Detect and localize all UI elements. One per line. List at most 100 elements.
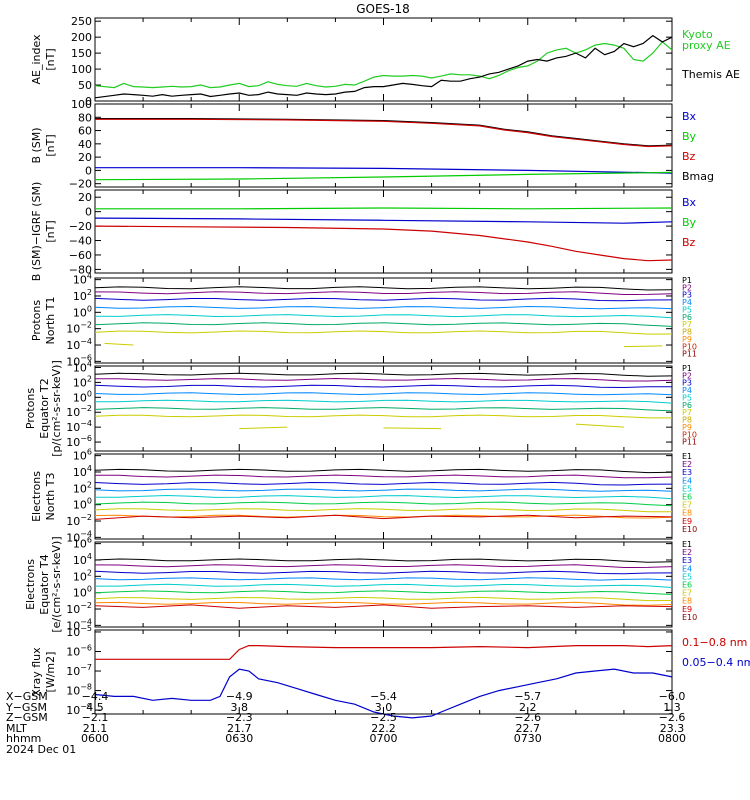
y-tick-label: 10−7 xyxy=(66,663,92,678)
y-axis-label-line: [p/(cm²-s-sr-keV)] xyxy=(50,360,63,457)
x-axis-value-ygsm: 3.0 xyxy=(375,701,393,714)
panel-frame xyxy=(94,277,673,364)
legend-entry: Bz xyxy=(682,236,696,249)
flux-channel-red xyxy=(94,604,673,609)
y-tick-label: 104 xyxy=(73,359,92,374)
series-0-05-0-4-nm xyxy=(94,668,673,719)
y-tick-exponent: 6 xyxy=(87,536,92,545)
legend-entry: E7 xyxy=(682,589,692,598)
legend-entry: Bx xyxy=(682,196,697,209)
legend-entry: proxy AE xyxy=(682,39,731,52)
legend-entry: Bmag xyxy=(682,170,714,183)
y-axis-label-line: Protons xyxy=(30,300,43,341)
flux-channel-5 xyxy=(94,399,673,404)
flux-channel-red xyxy=(94,514,673,520)
legend-entry: 0.1−0.8 nm xyxy=(682,636,747,649)
flux-channel-1 xyxy=(94,558,673,563)
y-tick-label: −80 xyxy=(69,263,92,276)
legend-entry: By xyxy=(682,130,697,143)
y-tick-label: 10−5 xyxy=(66,624,92,639)
legend-entry: E2 xyxy=(682,548,692,557)
y-tick-label: 104 xyxy=(73,272,92,287)
x-axis-value-zgsm: −2.6 xyxy=(514,711,541,724)
y-tick-label: 106 xyxy=(73,448,92,463)
flux-channel-1 xyxy=(94,286,673,291)
legend-entry: P6 xyxy=(682,401,692,410)
flux-channel-4 xyxy=(94,488,673,492)
x-axis-value-mlt: 22.2 xyxy=(371,722,396,735)
flux-channel-3 xyxy=(94,384,673,389)
y-axis-label-line: Protons xyxy=(24,388,37,429)
legend-entry: E8 xyxy=(682,597,692,606)
y-tick-label: −60 xyxy=(69,249,92,262)
x-axis-value-xgsm: −4.9 xyxy=(226,690,253,703)
sparse-segment xyxy=(239,426,288,430)
y-tick-exponent: 2 xyxy=(87,568,92,577)
y-axis-label-line: [W/m2] xyxy=(44,652,57,693)
flux-channel-5 xyxy=(94,314,673,319)
legend-entry: E1 xyxy=(682,540,692,549)
x-axis-value-xgsm: −5.7 xyxy=(514,690,541,703)
legend-entry: P3 xyxy=(682,379,692,388)
x-axis-value-xgsm: −4.4 xyxy=(82,690,109,703)
legend-entry: E5 xyxy=(682,572,692,581)
y-tick-label: 104 xyxy=(73,552,92,567)
y-axis-label: ElectronsNorth T3 xyxy=(30,471,57,522)
x-axis-row-label: hhmm xyxy=(6,732,41,745)
legend-entry: P7 xyxy=(682,408,692,417)
y-tick-label: 50 xyxy=(78,79,92,92)
legend-entry: E7 xyxy=(682,501,692,510)
y-axis-label-line: B (SM)−IGRF (SM) xyxy=(30,182,43,282)
flux-channel-5 xyxy=(95,583,673,588)
y-axis-label-line: B (SM) xyxy=(30,127,43,163)
y-tick-exponent: −9 xyxy=(80,702,92,711)
y-tick-label: 102 xyxy=(73,288,92,303)
y-tick-exponent: −7 xyxy=(80,663,92,672)
y-tick-label: 104 xyxy=(73,464,92,479)
legend-entry: E4 xyxy=(682,564,692,573)
x-axis-value-mlt: 21.1 xyxy=(83,722,108,735)
flux-channel-7 xyxy=(94,508,673,513)
y-axis-label: Xray flux[W/m2] xyxy=(30,647,57,697)
series-themis-ae xyxy=(94,34,673,99)
sparse-segment xyxy=(383,427,442,430)
legend-entry: E4 xyxy=(682,476,692,485)
legend-entry: P8 xyxy=(682,328,692,337)
flux-channel-1 xyxy=(94,372,673,377)
y-axis-label-line: [e/(cm²-s-sr-keV)] xyxy=(50,536,63,632)
series-bz xyxy=(94,225,673,262)
legend-entry: Bx xyxy=(682,110,697,123)
panel-bsm_igrf: 20 0−20 −40−60−80 B (SM)−IGRF (SM)[nT] Bx By B… xyxy=(30,182,697,282)
y-tick-exponent: 4 xyxy=(87,552,92,561)
y-tick-label: 20 xyxy=(78,191,92,204)
x-axis-value-xgsm: −5.4 xyxy=(370,690,397,703)
x-axis-value-hhmm: 0630 xyxy=(225,732,253,745)
y-axis-label-line: AE_index xyxy=(30,34,43,85)
x-axis-value-hhmm: 0800 xyxy=(658,732,686,745)
flux-channel-3 xyxy=(94,297,673,302)
flux-channel-7 xyxy=(94,330,673,335)
flux-channel-6 xyxy=(94,590,673,595)
legend-entry: E10 xyxy=(682,525,697,534)
y-tick-label: 0 xyxy=(85,164,92,177)
y-tick-label: 60 xyxy=(78,125,92,138)
series-kyoto-proxy-ae xyxy=(94,41,673,89)
y-tick-label: 100 xyxy=(73,497,92,512)
x-axis-value-mlt: 23.3 xyxy=(660,722,685,735)
x-axis-value-xgsm: −6.0 xyxy=(659,690,686,703)
y-tick-exponent: −2 xyxy=(80,321,92,330)
legend-entry: P10 xyxy=(682,342,697,351)
legend-entry: E10 xyxy=(682,613,697,622)
date-label: 2024 Dec 01 xyxy=(6,743,76,756)
y-tick-exponent: 6 xyxy=(87,448,92,457)
sparse-segment xyxy=(575,423,624,428)
y-tick-exponent: 4 xyxy=(87,464,92,473)
x-axis-value-hhmm: 0730 xyxy=(514,732,542,745)
y-axis-label-line: Equator T2 xyxy=(38,378,51,438)
y-tick-exponent: 2 xyxy=(87,288,92,297)
y-tick-exponent: −4 xyxy=(80,529,92,538)
